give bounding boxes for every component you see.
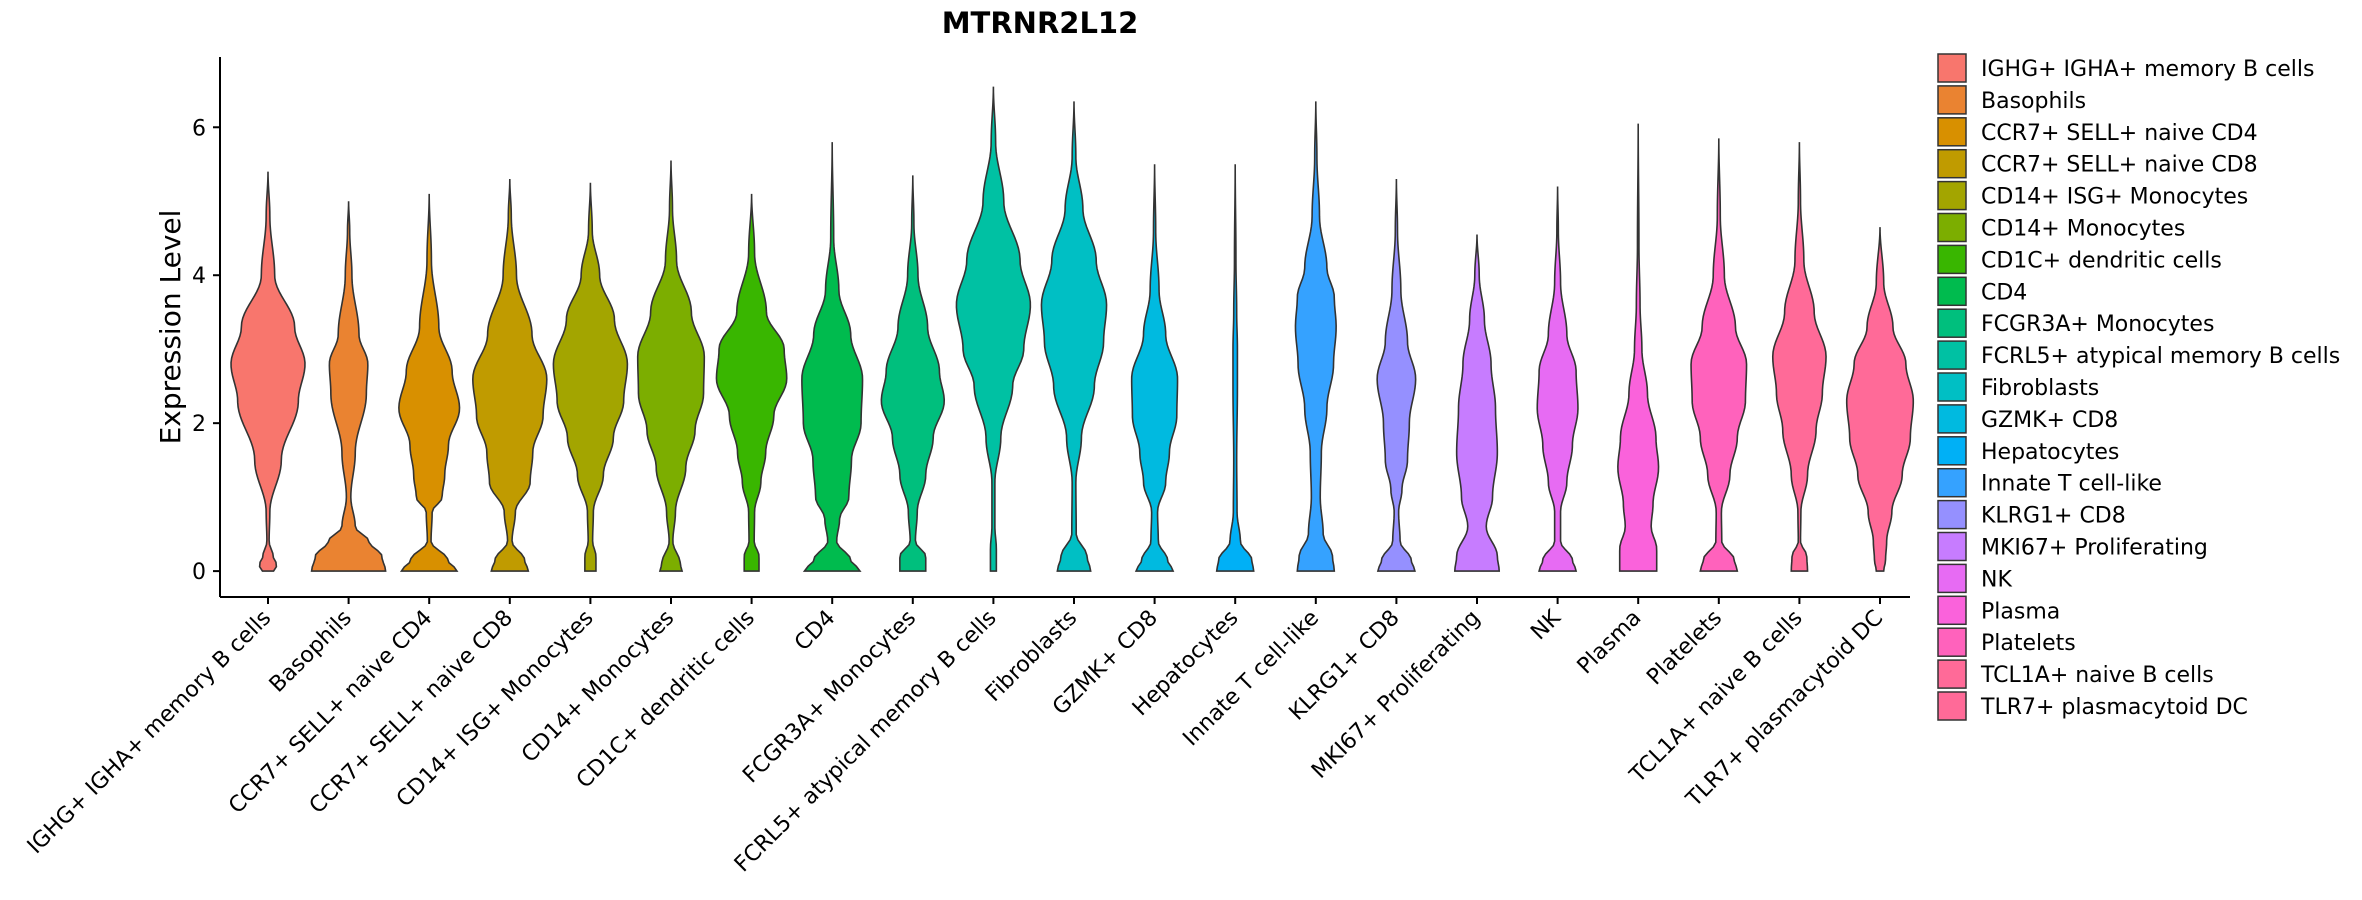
x-tick-label: Plasma	[1573, 606, 1647, 680]
y-ticks: 0 2 4 6	[192, 116, 220, 585]
chart-title: MTRNR2L12	[942, 6, 1139, 40]
y-tick-label: 0	[192, 560, 206, 585]
x-tick-label: Platelets	[1642, 606, 1727, 691]
violin-21	[1845, 227, 1915, 572]
legend-label: Fibroblasts	[1981, 376, 2099, 401]
legend: IGHG+ IGHA+ memory B cells Basophils CCR7+…	[1937, 53, 2340, 721]
legend-label: Basophils	[1981, 89, 2086, 114]
violin-20	[1771, 142, 1827, 572]
legend-key	[1937, 404, 1967, 434]
legend-key	[1937, 212, 1967, 243]
legend-key	[1937, 180, 1967, 211]
violin-layer	[230, 86, 1915, 572]
legend-label: CD14+ Monocytes	[1981, 217, 2185, 242]
legend-label: NK	[1981, 567, 2012, 592]
violin-14	[1294, 101, 1337, 572]
violin-4	[471, 179, 548, 572]
legend-key	[1937, 340, 1967, 370]
legend-label: TCL1A+ naive B cells	[1980, 663, 2214, 688]
y-axis-label: Expression Level	[154, 210, 187, 445]
legend-label: MKI67+ Proliferating	[1981, 536, 2208, 561]
x-ticks: IGHG+ IGHA+ memory B cellsBasophilsCCR7+…	[23, 597, 1888, 877]
x-tick-label: CD14+ Monocytes	[517, 606, 679, 768]
x-tick-label: NK	[1526, 605, 1566, 645]
y-tick-label: 6	[192, 116, 206, 141]
legend-label: Platelets	[1981, 631, 2076, 656]
legend-label: CD4	[1981, 280, 2027, 305]
violin-7	[715, 193, 788, 572]
x-tick-label: MKI67+ Proliferating	[1307, 606, 1485, 784]
legend-label: Innate T cell-like	[1981, 472, 2162, 497]
y-tick-label: 4	[192, 264, 206, 289]
legend-key	[1937, 627, 1967, 657]
y-tick-label: 2	[192, 412, 206, 437]
legend-label: FCRL5+ atypical memory B cells	[1981, 344, 2340, 369]
legend-label: TLR7+ plasmacytoid DC	[1980, 695, 2248, 720]
violin-10	[955, 86, 1032, 572]
legend-key	[1937, 148, 1967, 179]
violin-16	[1453, 234, 1501, 572]
violin-12	[1130, 164, 1179, 572]
legend-key	[1937, 531, 1967, 562]
legend-label: CCR7+ SELL+ naive CD8	[1981, 153, 2258, 178]
x-tick-label: Innate T cell-like	[1178, 606, 1324, 752]
violin-6	[636, 160, 706, 572]
legend-key	[1937, 372, 1967, 402]
legend-label: GZMK+ CD8	[1981, 408, 2118, 433]
violin-9	[880, 175, 946, 572]
violin-8	[801, 142, 864, 572]
legend-key	[1937, 595, 1967, 626]
legend-key	[1937, 563, 1967, 594]
x-tick-label: IGHG+ IGHA+ memory B cells	[23, 606, 276, 859]
legend-label: Hepatocytes	[1981, 440, 2119, 465]
legend-label: Plasma	[1981, 599, 2060, 624]
legend-label: FCGR3A+ Monocytes	[1981, 312, 2214, 337]
legend-key	[1937, 499, 1967, 530]
legend-label: CD1C+ dendritic cells	[1981, 248, 2222, 273]
legend-key	[1937, 85, 1967, 115]
violin-5	[552, 182, 629, 572]
violin-18	[1617, 123, 1660, 572]
legend-key	[1937, 436, 1967, 466]
violin-1	[230, 171, 306, 572]
legend-key	[1937, 244, 1967, 275]
legend-label: KLRG1+ CD8	[1981, 504, 2126, 529]
violin-13	[1215, 164, 1255, 572]
x-tick-label: CD4	[790, 606, 840, 656]
legend-key	[1937, 467, 1967, 498]
legend-key	[1937, 53, 1967, 83]
legend-key	[1937, 276, 1967, 307]
violin-2	[310, 201, 387, 572]
violin-17	[1536, 186, 1579, 572]
violin-11	[1040, 101, 1108, 572]
violin-15	[1376, 179, 1417, 572]
legend-key	[1937, 117, 1967, 147]
legend-label: IGHG+ IGHA+ memory B cells	[1981, 57, 2314, 82]
legend-label: CCR7+ SELL+ naive CD4	[1981, 121, 2258, 146]
legend-key	[1937, 659, 1967, 689]
legend-key	[1937, 691, 1967, 721]
violin-3	[398, 193, 461, 572]
legend-key	[1937, 308, 1967, 338]
legend-label: CD14+ ISG+ Monocytes	[1981, 185, 2248, 210]
violin-19	[1690, 138, 1748, 572]
